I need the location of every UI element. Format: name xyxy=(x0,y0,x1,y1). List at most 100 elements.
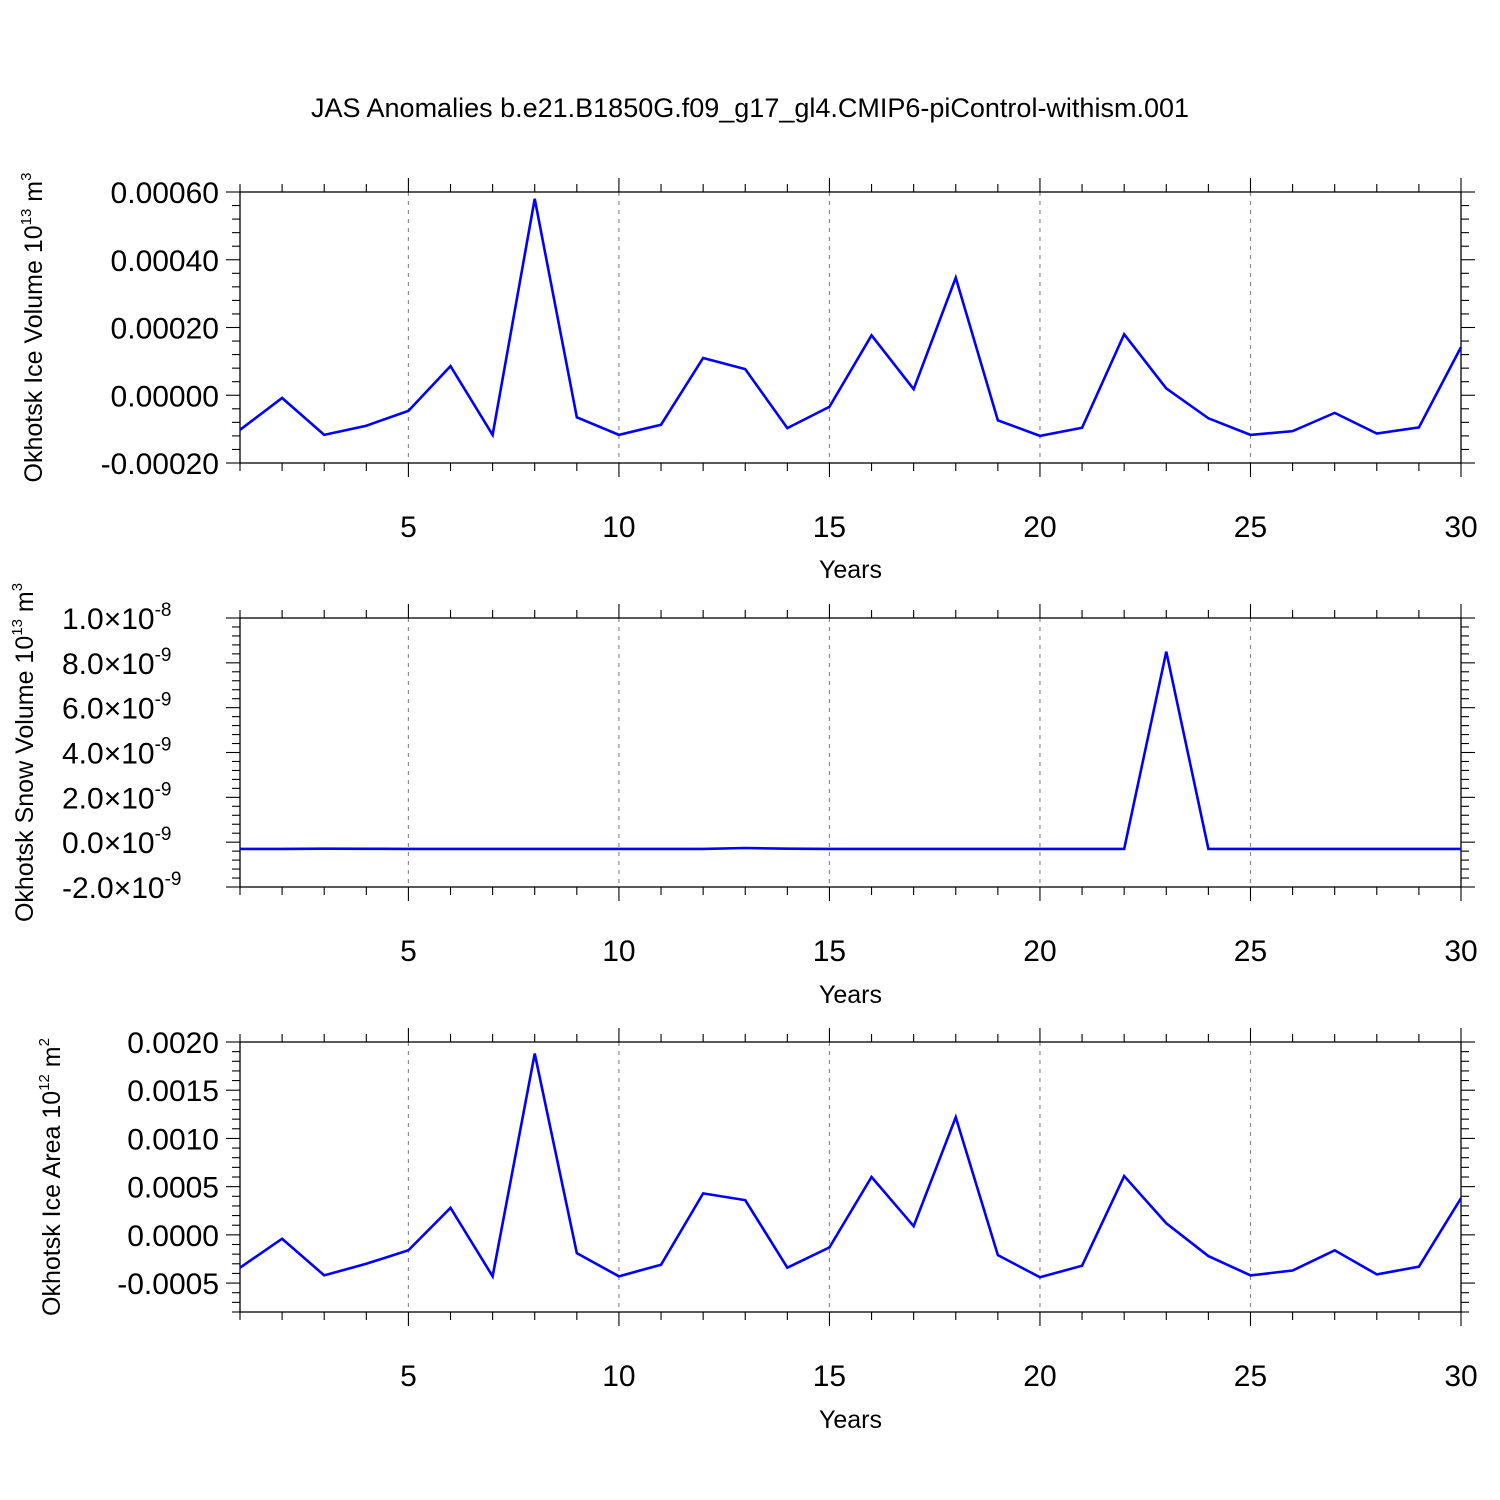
x-tick-label: 20 xyxy=(1023,511,1056,544)
plot-frame xyxy=(239,191,1462,464)
data-point xyxy=(660,848,662,850)
data-point xyxy=(407,848,409,850)
data-point xyxy=(1081,848,1083,850)
data-point xyxy=(912,848,914,850)
data-point xyxy=(1207,848,1209,850)
panels-group: 5 10 15 20 25 30 -0.00020 0.00000 0.00020 0.00040… xyxy=(9,173,1478,1434)
data-point xyxy=(534,848,536,850)
data-point xyxy=(491,434,493,436)
data-point xyxy=(828,1246,830,1248)
data-point xyxy=(997,419,999,421)
y-tick-label: 4.0×10-9 xyxy=(62,735,172,771)
data-point xyxy=(1249,848,1251,850)
data-point xyxy=(1460,1197,1462,1199)
data-point xyxy=(323,847,325,849)
y-tick-label: 0.00060 xyxy=(111,177,219,210)
y-tick-label: 2.0×10-9 xyxy=(62,779,172,815)
y-tick-label: 0.0005 xyxy=(127,1172,219,1205)
data-point xyxy=(702,357,704,359)
data-point xyxy=(1249,1274,1251,1276)
data-point xyxy=(1039,848,1041,850)
data-point xyxy=(618,1275,620,1277)
tick-marks xyxy=(226,178,1475,477)
x-tick-label: 25 xyxy=(1234,511,1267,544)
data-point xyxy=(1460,848,1462,850)
data-point xyxy=(491,1275,493,1277)
data-point xyxy=(1039,1276,1041,1278)
data-point xyxy=(281,397,283,399)
data-point xyxy=(491,848,493,850)
data-point xyxy=(786,847,788,849)
y-tick-label: 0.00020 xyxy=(111,313,219,346)
data-point xyxy=(912,1225,914,1227)
data-point xyxy=(239,1266,241,1268)
data-point xyxy=(1418,848,1420,850)
data-point xyxy=(660,424,662,426)
data-point xyxy=(576,416,578,418)
y-tick-label: 0.0020 xyxy=(127,1027,219,1060)
data-point xyxy=(534,1052,536,1054)
data-point xyxy=(407,410,409,412)
data-point xyxy=(1333,1249,1335,1251)
data-point xyxy=(281,1238,283,1240)
y-tick-label: -0.0005 xyxy=(117,1268,219,1301)
data-points xyxy=(239,1052,1462,1278)
data-point xyxy=(449,848,451,850)
x-tick-label: 25 xyxy=(1234,1360,1267,1393)
x-tick-label: 15 xyxy=(813,935,846,968)
data-point xyxy=(239,429,241,431)
panel-3: 5 10 15 20 25 30 -0.0005 0.0000 0.0005 0.0010 0.00… xyxy=(36,1027,1478,1434)
x-tick-label: 20 xyxy=(1023,935,1056,968)
data-points xyxy=(239,198,1462,438)
x-tick-label: 25 xyxy=(1234,935,1267,968)
data-point xyxy=(1207,417,1209,419)
grid-lines xyxy=(407,192,1252,463)
data-point xyxy=(618,848,620,850)
data-point xyxy=(1418,1265,1420,1267)
data-point xyxy=(449,365,451,367)
data-point xyxy=(1081,1265,1083,1267)
data-point xyxy=(1291,848,1293,850)
y-tick-label: 0.0010 xyxy=(127,1123,219,1156)
y-axis-title: Okhotsk Ice Area 1012 m2 xyxy=(36,1038,66,1316)
x-tick-label: 5 xyxy=(400,935,417,968)
series-line xyxy=(240,651,1461,851)
data-point xyxy=(997,1254,999,1256)
x-tick-label: 30 xyxy=(1444,1360,1477,1393)
data-point xyxy=(323,1274,325,1276)
series-line xyxy=(239,1053,1463,1280)
data-point xyxy=(912,388,914,390)
data-point xyxy=(1460,346,1462,348)
panel-1: 5 10 15 20 25 30 -0.00020 0.00000 0.00020 0.00040… xyxy=(18,173,1478,584)
data-point xyxy=(660,1264,662,1266)
data-point xyxy=(1376,1273,1378,1275)
y-tick-label: 6.0×10-9 xyxy=(62,690,172,726)
data-point xyxy=(1291,1269,1293,1271)
data-point xyxy=(239,848,241,850)
data-point xyxy=(1207,1255,1209,1257)
data-point xyxy=(1165,387,1167,389)
data-point xyxy=(786,1266,788,1268)
x-tick-label: 5 xyxy=(400,511,417,544)
data-point xyxy=(1291,430,1293,432)
data-point xyxy=(744,368,746,370)
data-point xyxy=(1333,848,1335,850)
data-point xyxy=(534,198,536,200)
data-point xyxy=(281,848,283,850)
data-points xyxy=(239,650,1462,850)
data-point xyxy=(1123,1175,1125,1177)
panel-2: 5 10 15 20 25 30 -2.0×10-9 0.0×10-9 2.0×10-9 4.0×… xyxy=(9,583,1478,1009)
x-tick-label: 20 xyxy=(1023,1360,1056,1393)
tick-marks xyxy=(226,604,1475,901)
data-point xyxy=(870,1176,872,1178)
x-tick-label: 30 xyxy=(1444,511,1477,544)
grid-lines xyxy=(407,1042,1252,1312)
data-point xyxy=(1081,427,1083,429)
data-point xyxy=(1165,1222,1167,1224)
data-point xyxy=(576,848,578,850)
data-point xyxy=(1333,412,1335,414)
y-axis-title: Okhotsk Ice Volume 1013 m3 xyxy=(18,173,48,483)
data-point xyxy=(1039,435,1041,437)
series-line xyxy=(239,198,1463,439)
